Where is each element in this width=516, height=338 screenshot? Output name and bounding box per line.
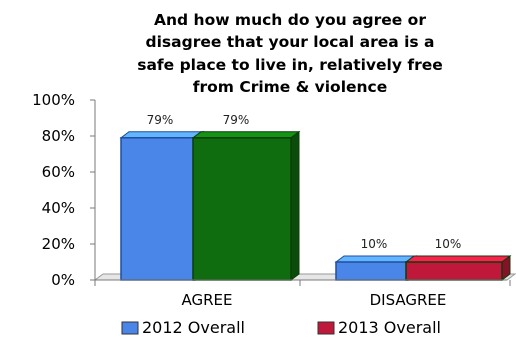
legend-swatch bbox=[317, 321, 335, 335]
bar-disagree-2013 bbox=[404, 255, 512, 281]
chart-title: And how much do you agree or disagree tha… bbox=[137, 11, 443, 96]
bar-top-face bbox=[334, 255, 418, 263]
bar-front-face bbox=[405, 261, 503, 281]
x-category-label: DISAGREE bbox=[370, 291, 447, 309]
bar-front-face bbox=[120, 137, 196, 281]
y-tick-label: 0% bbox=[51, 271, 75, 289]
y-tick-label: 20% bbox=[42, 235, 75, 253]
x-category-label: AGREE bbox=[182, 291, 233, 309]
legend-swatch bbox=[121, 321, 139, 335]
legend-label: 2012 Overall bbox=[142, 318, 245, 337]
x-axis: AGREE DISAGREE bbox=[94, 279, 511, 309]
legend: 2012 Overall 2013 Overall bbox=[121, 318, 441, 337]
chart-title-line: disagree that your local area is a bbox=[146, 33, 435, 51]
y-tick-label: 100% bbox=[32, 91, 75, 109]
data-label: 79% bbox=[147, 113, 174, 127]
data-label: 10% bbox=[361, 237, 388, 251]
legend-item: 2012 Overall bbox=[121, 318, 245, 337]
bar-agree-2013 bbox=[191, 130, 301, 281]
bars bbox=[119, 130, 512, 281]
bar-top-face bbox=[119, 131, 205, 139]
bar-top-face bbox=[191, 131, 301, 139]
bar-front-face bbox=[192, 137, 292, 281]
bar-disagree-2012 bbox=[334, 255, 418, 281]
data-label: 10% bbox=[435, 237, 462, 251]
y-tick-label: 60% bbox=[42, 163, 75, 181]
y-tick-label: 80% bbox=[42, 127, 75, 145]
y-axis: 0% 20% 40% 60% 80% 100% bbox=[32, 91, 96, 289]
data-label: 79% bbox=[223, 113, 250, 127]
data-labels: 79% 79% 10% 10% bbox=[147, 113, 462, 251]
bar-agree-2012 bbox=[119, 130, 205, 281]
bar-front-face bbox=[335, 261, 409, 281]
bar-top-face bbox=[404, 255, 512, 263]
bar-side-face bbox=[290, 130, 300, 281]
chart-title-line: safe place to live in, relatively free bbox=[137, 56, 443, 74]
legend-label: 2013 Overall bbox=[338, 318, 441, 337]
chart-title-line: from Crime & violence bbox=[193, 78, 388, 96]
chart-title-line: And how much do you agree or bbox=[154, 11, 426, 29]
y-tick-label: 40% bbox=[42, 199, 75, 217]
legend-item: 2013 Overall bbox=[317, 318, 441, 337]
